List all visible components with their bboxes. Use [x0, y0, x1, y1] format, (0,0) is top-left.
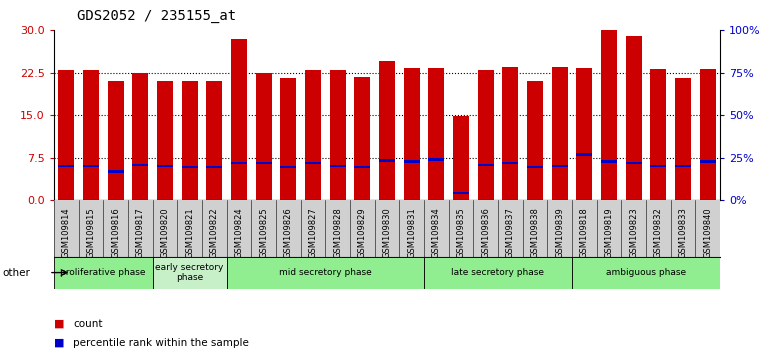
Bar — [182, 81, 198, 200]
Bar — [403, 160, 420, 163]
Bar — [83, 70, 99, 200]
FancyBboxPatch shape — [424, 257, 572, 289]
Bar — [59, 165, 74, 167]
Bar — [206, 81, 223, 200]
Bar — [625, 162, 641, 165]
Text: ■: ■ — [54, 319, 65, 329]
Bar — [403, 68, 420, 200]
Bar — [527, 81, 543, 200]
Bar — [650, 165, 666, 167]
Bar — [675, 78, 691, 200]
Bar — [576, 153, 592, 156]
FancyBboxPatch shape — [572, 257, 720, 289]
Bar — [700, 69, 715, 200]
Bar — [231, 39, 247, 200]
Bar — [576, 68, 592, 200]
Text: other: other — [2, 268, 30, 278]
Bar — [601, 160, 617, 163]
Bar — [625, 36, 641, 200]
Bar — [280, 166, 296, 169]
Bar — [231, 162, 247, 165]
Bar — [305, 70, 321, 200]
Text: percentile rank within the sample: percentile rank within the sample — [73, 338, 249, 348]
Bar — [354, 166, 370, 169]
Bar — [157, 165, 173, 167]
Bar — [256, 162, 272, 165]
Bar — [527, 166, 543, 169]
Bar — [502, 67, 518, 200]
Text: ■: ■ — [54, 338, 65, 348]
Bar — [379, 61, 395, 200]
Bar — [330, 165, 346, 167]
Bar — [132, 73, 149, 200]
Bar — [379, 159, 395, 162]
Bar — [453, 192, 469, 194]
Bar — [700, 160, 715, 163]
Bar — [428, 158, 444, 160]
FancyBboxPatch shape — [152, 257, 226, 289]
Bar — [551, 67, 567, 200]
Text: count: count — [73, 319, 102, 329]
Bar — [675, 165, 691, 167]
Bar — [206, 166, 223, 169]
Bar — [453, 116, 469, 200]
Bar — [132, 164, 149, 166]
Bar — [59, 70, 74, 200]
Bar — [354, 76, 370, 200]
Bar — [502, 162, 518, 165]
Bar — [280, 78, 296, 200]
Bar — [182, 166, 198, 169]
Bar — [477, 70, 494, 200]
Bar — [330, 70, 346, 200]
Bar — [108, 81, 124, 200]
Bar — [601, 30, 617, 200]
Text: GDS2052 / 235155_at: GDS2052 / 235155_at — [77, 9, 236, 23]
Bar — [108, 170, 124, 173]
Text: early secretory
phase: early secretory phase — [156, 263, 224, 282]
FancyBboxPatch shape — [54, 257, 152, 289]
Bar — [477, 164, 494, 166]
Text: ambiguous phase: ambiguous phase — [606, 268, 686, 277]
Text: mid secretory phase: mid secretory phase — [279, 268, 372, 277]
Text: late secretory phase: late secretory phase — [451, 268, 544, 277]
FancyBboxPatch shape — [226, 257, 424, 289]
Bar — [428, 68, 444, 200]
Bar — [650, 69, 666, 200]
Text: proliferative phase: proliferative phase — [61, 268, 146, 277]
Bar — [551, 165, 567, 167]
Bar — [305, 162, 321, 165]
Bar — [83, 165, 99, 167]
Bar — [256, 73, 272, 200]
Bar — [157, 81, 173, 200]
